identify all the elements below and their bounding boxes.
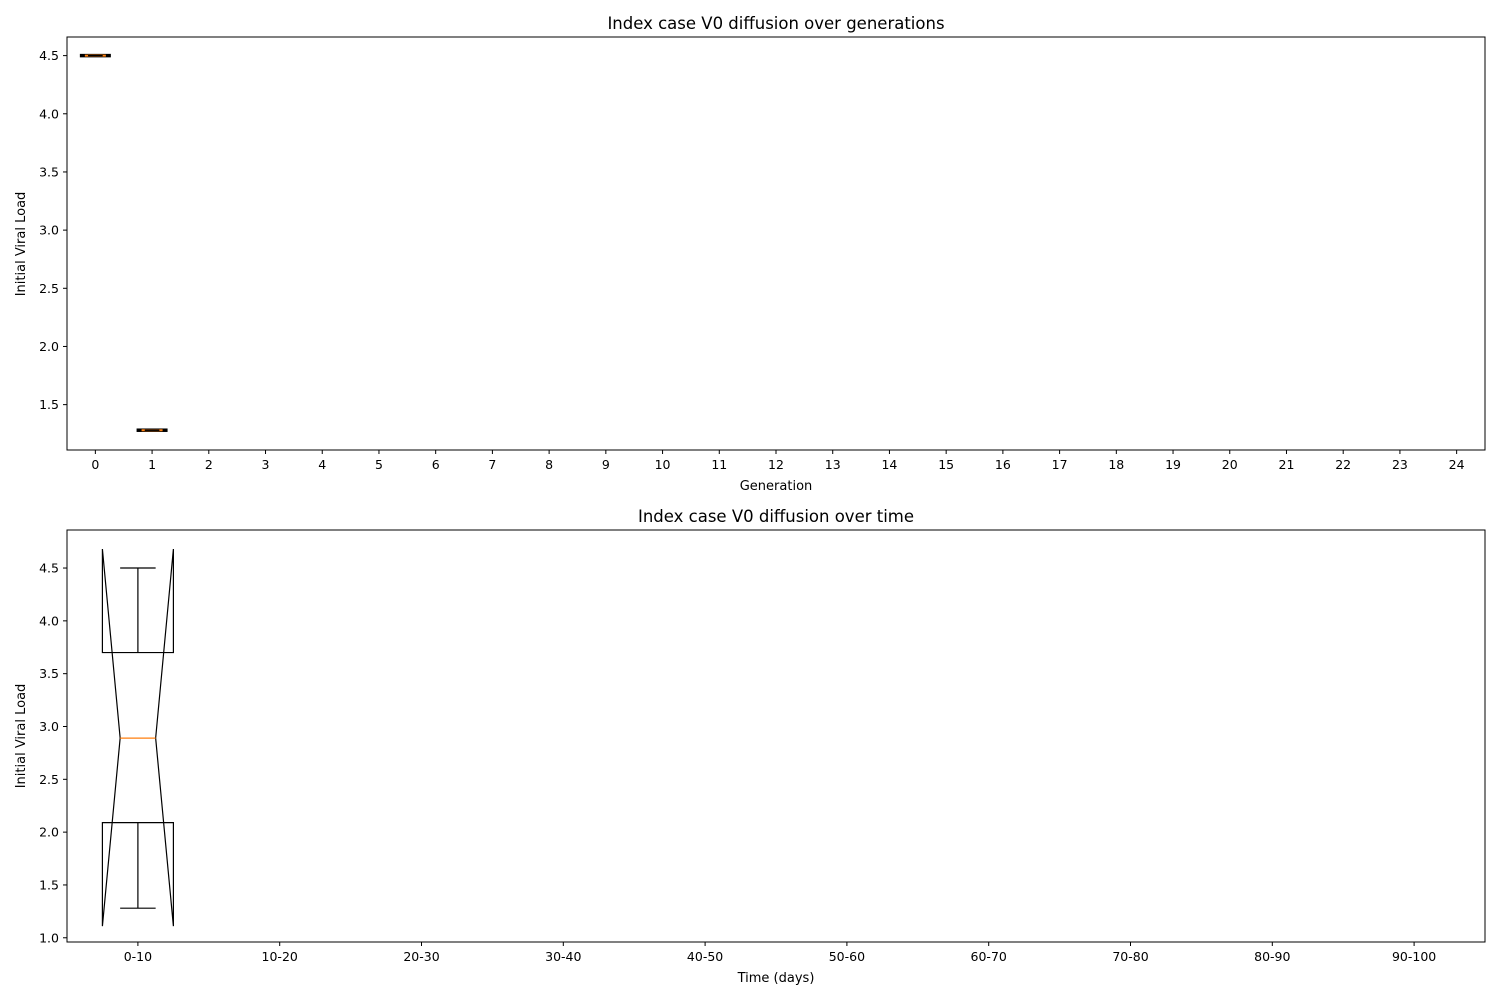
x-tick-label: 0 xyxy=(91,457,99,472)
box xyxy=(101,548,174,927)
y-tick-label: 3.5 xyxy=(39,164,59,179)
y-tick-label: 4.0 xyxy=(39,106,59,121)
x-tick-label: 5 xyxy=(375,457,383,472)
x-tick-label: 9 xyxy=(602,457,610,472)
y-axis-label: Initial Viral Load xyxy=(14,684,29,789)
y-tick-label: 2.0 xyxy=(39,825,59,840)
x-tick-label: 23 xyxy=(1392,457,1408,472)
x-tick-label: 20-30 xyxy=(403,949,439,964)
x-tick-label: 2 xyxy=(205,457,213,472)
x-tick-label: 70-80 xyxy=(1112,949,1148,964)
generation-chart: Index case V0 diffusion over generations… xyxy=(14,14,1486,494)
y-tick-label: 4.5 xyxy=(39,48,59,63)
y-ticks: 1.5 2.0 2.5 3.0 3.5 4.0 4.5 xyxy=(39,48,67,412)
x-tick-label: 21 xyxy=(1279,457,1295,472)
x-tick-label: 30-40 xyxy=(545,949,581,964)
x-tick-label: 13 xyxy=(825,457,841,472)
y-tick-label: 1.5 xyxy=(39,397,59,412)
x-tick-label: 4 xyxy=(318,457,326,472)
plot-area xyxy=(66,529,1486,943)
y-tick-label: 3.0 xyxy=(39,223,59,238)
y-tick-label: 2.5 xyxy=(39,772,59,787)
x-tick-label: 16 xyxy=(995,457,1011,472)
y-tick-label: 2.5 xyxy=(39,281,59,296)
x-tick-label: 20 xyxy=(1222,457,1238,472)
x-ticks: 0-10 10-20 20-30 30-40 40-50 50-60 60-70 70-80 8… xyxy=(124,942,1436,964)
y-tick-label: 1.0 xyxy=(39,930,59,945)
x-axis-label: Time (days) xyxy=(737,971,815,986)
box-marks xyxy=(79,53,168,432)
y-tick-label: 3.0 xyxy=(39,719,59,734)
x-tick-label: 14 xyxy=(881,457,897,472)
y-tick-label: 3.5 xyxy=(39,666,59,681)
x-axis-label: Generation xyxy=(740,479,813,494)
x-tick-label: 3 xyxy=(262,457,270,472)
chart-title: Index case V0 diffusion over generations xyxy=(607,14,944,33)
y-tick-label: 1.5 xyxy=(39,877,59,892)
x-tick-label: 24 xyxy=(1449,457,1465,472)
y-tick-label: 4.5 xyxy=(39,561,59,576)
y-axis-label: Initial Viral Load xyxy=(14,192,29,297)
x-tick-label: 80-90 xyxy=(1254,949,1290,964)
x-tick-label: 19 xyxy=(1165,457,1181,472)
x-tick-label: 50-60 xyxy=(829,949,865,964)
x-tick-label: 15 xyxy=(938,457,954,472)
time-chart: Index case V0 diffusion over time Time (… xyxy=(14,507,1486,986)
plot-area xyxy=(66,36,1486,451)
x-tick-label: 40-50 xyxy=(687,949,723,964)
x-tick-label: 8 xyxy=(545,457,553,472)
x-tick-label: 17 xyxy=(1052,457,1068,472)
x-tick-label: 60-70 xyxy=(971,949,1007,964)
box-marks xyxy=(101,548,174,927)
x-tick-label: 0-10 xyxy=(124,949,152,964)
x-tick-label: 7 xyxy=(488,457,496,472)
x-tick-label: 11 xyxy=(711,457,727,472)
x-ticks: 0 1 2 3 4 5 6 7 8 9 10 11 12 13 14 15 16 17 18 19 20 21 22 23 24 xyxy=(91,450,1465,472)
x-tick-label: 12 xyxy=(768,457,784,472)
x-tick-label: 6 xyxy=(432,457,440,472)
chart-title: Index case V0 diffusion over time xyxy=(638,507,914,526)
y-ticks: 1.0 1.5 2.0 2.5 3.0 3.5 4.0 4.5 xyxy=(39,561,67,945)
x-tick-label: 10-20 xyxy=(262,949,298,964)
x-tick-label: 10 xyxy=(655,457,671,472)
x-tick-label: 22 xyxy=(1335,457,1351,472)
y-tick-label: 2.0 xyxy=(39,339,59,354)
y-tick-label: 4.0 xyxy=(39,613,59,628)
x-tick-label: 18 xyxy=(1108,457,1124,472)
x-tick-label: 90-100 xyxy=(1392,949,1436,964)
x-tick-label: 1 xyxy=(148,457,156,472)
